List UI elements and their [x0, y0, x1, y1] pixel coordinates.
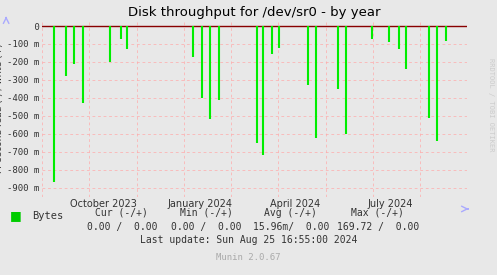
- Text: Bytes: Bytes: [32, 211, 64, 221]
- Y-axis label: Pr second read (-) / write (+): Pr second read (-) / write (+): [0, 44, 4, 174]
- Text: Last update: Sun Aug 25 16:55:00 2024: Last update: Sun Aug 25 16:55:00 2024: [140, 235, 357, 245]
- Text: 0.00 /  0.00: 0.00 / 0.00: [171, 222, 242, 232]
- Text: 169.72 /  0.00: 169.72 / 0.00: [336, 222, 419, 232]
- Text: Cur (-/+): Cur (-/+): [95, 208, 148, 218]
- Text: Munin 2.0.67: Munin 2.0.67: [216, 253, 281, 262]
- Text: ■: ■: [10, 209, 22, 222]
- Text: 15.96m/  0.00: 15.96m/ 0.00: [252, 222, 329, 232]
- Text: Min (-/+): Min (-/+): [180, 208, 233, 218]
- Title: Disk throughput for /dev/sr0 - by year: Disk throughput for /dev/sr0 - by year: [128, 6, 381, 20]
- Text: 0.00 /  0.00: 0.00 / 0.00: [86, 222, 157, 232]
- Text: Avg (-/+): Avg (-/+): [264, 208, 317, 218]
- Text: RRDTOOL / TOBI OETIKER: RRDTOOL / TOBI OETIKER: [488, 58, 494, 151]
- Text: Max (-/+): Max (-/+): [351, 208, 404, 218]
